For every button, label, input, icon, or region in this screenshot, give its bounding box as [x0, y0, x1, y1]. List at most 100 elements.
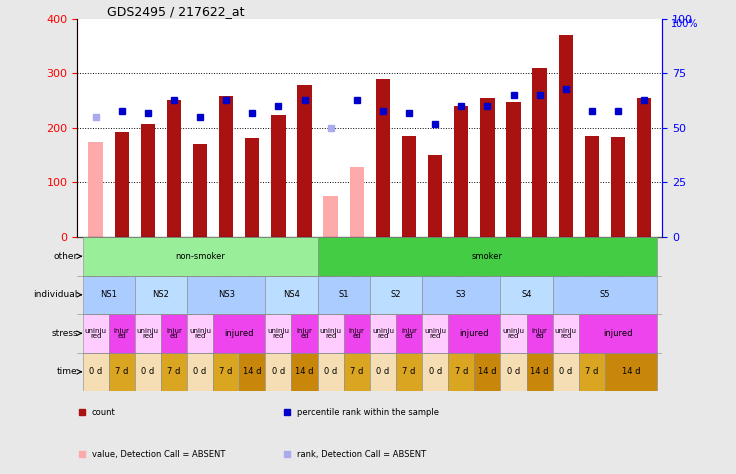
- Bar: [448, 314, 500, 353]
- Bar: [141, 124, 155, 237]
- Text: uninju
red: uninju red: [85, 328, 107, 339]
- Bar: [474, 353, 500, 391]
- Bar: [88, 142, 103, 237]
- Bar: [161, 314, 187, 353]
- Text: 0 d: 0 d: [194, 367, 207, 376]
- Bar: [422, 314, 448, 353]
- Text: injured: injured: [604, 329, 633, 338]
- Bar: [454, 106, 468, 237]
- Text: count: count: [92, 408, 116, 417]
- Bar: [272, 115, 286, 237]
- Text: GDS2495 / 217622_at: GDS2495 / 217622_at: [107, 5, 244, 18]
- Bar: [350, 167, 364, 237]
- Bar: [402, 136, 416, 237]
- Bar: [553, 353, 578, 391]
- Bar: [344, 353, 369, 391]
- Text: 7 d: 7 d: [115, 367, 128, 376]
- Bar: [82, 237, 318, 275]
- Bar: [266, 314, 291, 353]
- Text: injur
ed: injur ed: [401, 328, 417, 339]
- Text: stress: stress: [52, 329, 81, 338]
- Text: value, Detection Call = ABSENT: value, Detection Call = ABSENT: [92, 450, 225, 458]
- Bar: [553, 314, 578, 353]
- Text: 7 d: 7 d: [585, 367, 598, 376]
- Text: individual: individual: [33, 290, 81, 299]
- Bar: [584, 136, 599, 237]
- Y-axis label: 100%: 100%: [671, 19, 698, 29]
- Text: 0 d: 0 d: [141, 367, 155, 376]
- Bar: [193, 145, 208, 237]
- Text: injur
ed: injur ed: [531, 328, 548, 339]
- Text: 14 d: 14 d: [295, 367, 314, 376]
- Bar: [109, 353, 135, 391]
- Text: time: time: [57, 367, 81, 376]
- Text: injured: injured: [224, 329, 254, 338]
- Bar: [135, 314, 161, 353]
- Bar: [135, 353, 161, 391]
- Bar: [370, 275, 422, 314]
- Bar: [213, 314, 266, 353]
- Text: other: other: [54, 252, 81, 261]
- Text: 14 d: 14 d: [531, 367, 549, 376]
- Text: uninju
red: uninju red: [137, 328, 159, 339]
- Text: uninju
red: uninju red: [503, 328, 525, 339]
- Text: 0 d: 0 d: [507, 367, 520, 376]
- Bar: [161, 353, 187, 391]
- Bar: [578, 314, 657, 353]
- Bar: [82, 275, 135, 314]
- Text: S1: S1: [339, 290, 349, 299]
- Text: 7 d: 7 d: [403, 367, 416, 376]
- Text: rank, Detection Call = ABSENT: rank, Detection Call = ABSENT: [297, 450, 426, 458]
- Text: 14 d: 14 d: [622, 367, 640, 376]
- Bar: [115, 132, 129, 237]
- Text: percentile rank within the sample: percentile rank within the sample: [297, 408, 439, 417]
- Bar: [370, 353, 396, 391]
- Text: NS2: NS2: [152, 290, 169, 299]
- Bar: [422, 275, 500, 314]
- Text: 0 d: 0 d: [89, 367, 102, 376]
- Bar: [526, 314, 553, 353]
- Bar: [506, 102, 520, 237]
- Text: NS1: NS1: [100, 290, 117, 299]
- Text: 7 d: 7 d: [455, 367, 468, 376]
- Bar: [82, 314, 109, 353]
- Bar: [291, 314, 318, 353]
- Text: S4: S4: [521, 290, 532, 299]
- Bar: [526, 353, 553, 391]
- Bar: [553, 275, 657, 314]
- Bar: [291, 353, 318, 391]
- Bar: [396, 353, 422, 391]
- Text: 14 d: 14 d: [478, 367, 497, 376]
- Text: uninju
red: uninju red: [189, 328, 211, 339]
- Bar: [559, 36, 573, 237]
- Bar: [82, 353, 109, 391]
- Text: 0 d: 0 d: [324, 367, 337, 376]
- Text: NS4: NS4: [283, 290, 300, 299]
- Text: 0 d: 0 d: [559, 367, 573, 376]
- Bar: [396, 314, 422, 353]
- Bar: [266, 275, 318, 314]
- Bar: [637, 98, 651, 237]
- Text: 7 d: 7 d: [350, 367, 364, 376]
- Bar: [219, 96, 233, 237]
- Bar: [318, 353, 344, 391]
- Bar: [324, 196, 338, 237]
- Text: injured: injured: [459, 329, 489, 338]
- Text: 0 d: 0 d: [376, 367, 389, 376]
- Bar: [109, 314, 135, 353]
- Text: uninju
red: uninju red: [319, 328, 342, 339]
- Bar: [375, 79, 390, 237]
- Bar: [500, 353, 526, 391]
- Text: non-smoker: non-smoker: [175, 252, 225, 261]
- Text: 7 d: 7 d: [219, 367, 233, 376]
- Bar: [297, 85, 312, 237]
- Bar: [187, 314, 213, 353]
- Bar: [245, 138, 260, 237]
- Bar: [266, 353, 291, 391]
- Text: 14 d: 14 d: [243, 367, 261, 376]
- Bar: [480, 98, 495, 237]
- Bar: [318, 314, 344, 353]
- Text: injur
ed: injur ed: [166, 328, 182, 339]
- Text: injur
ed: injur ed: [114, 328, 130, 339]
- Text: S5: S5: [600, 290, 610, 299]
